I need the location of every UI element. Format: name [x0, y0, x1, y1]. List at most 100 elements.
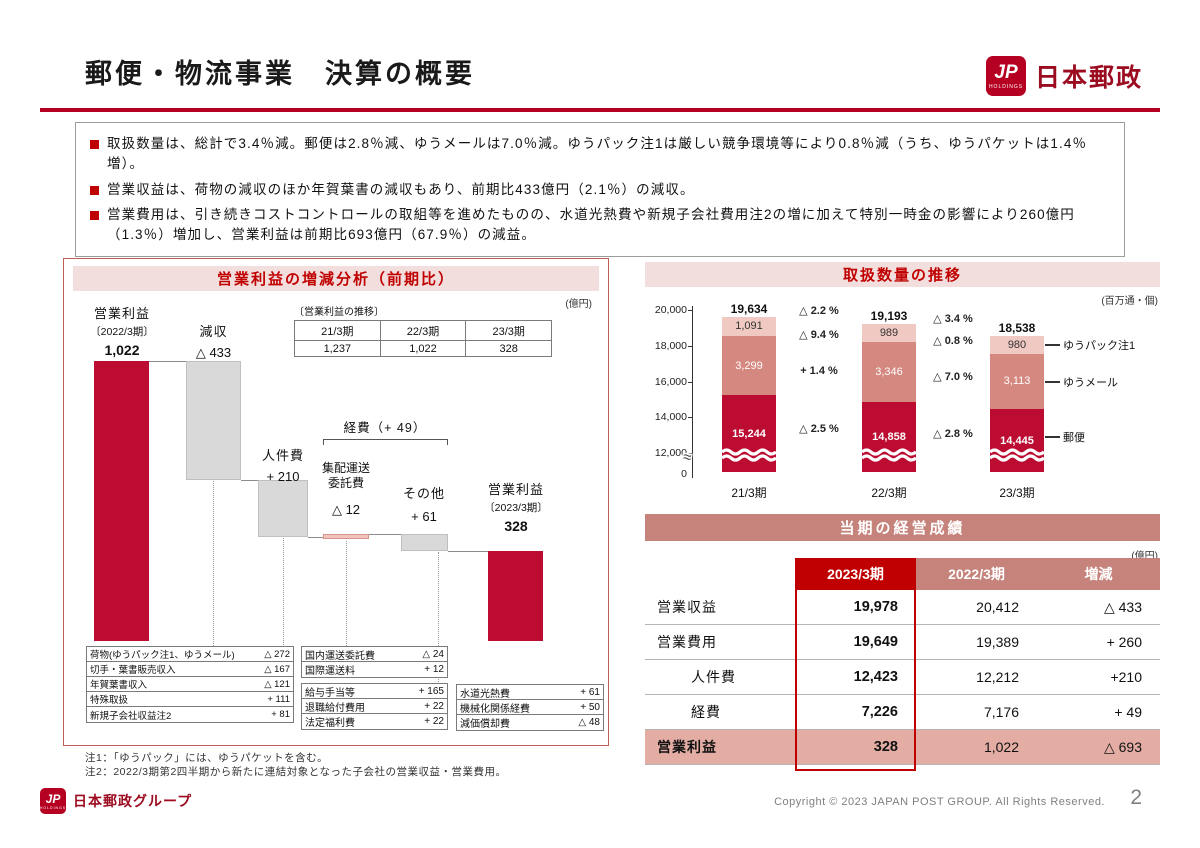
results-unit: (億円): [1131, 551, 1158, 562]
breakdown-item-label: 新規子会社収益注2: [90, 710, 172, 722]
axis-break-icon: ≈: [681, 448, 693, 467]
waterfall-bar-3: [258, 479, 308, 538]
waterfall-connector: [448, 550, 488, 552]
bar-sublabel: 〔2022/3期〕: [90, 326, 154, 338]
breakdown-item-value: + 165: [418, 685, 444, 697]
breakdown-item-value: △ 272: [264, 648, 290, 660]
axis-break-wave: [988, 448, 1046, 462]
legend-yumail: ゆうメール: [1063, 377, 1118, 389]
operating-profit-analysis-panel: 営業利益の増減分析（前期比） (億円) 〔営業利益の推移〕 21/3期 22/3…: [63, 258, 609, 746]
jp-logo-jp-text: JP: [45, 791, 61, 806]
profit-trend-grid: 21/3期 22/3期 23/3期 1,237 1,022 328: [294, 320, 552, 357]
bar-sublabel: 〔2023/3期〕: [484, 502, 548, 514]
breakdown-item-value: + 81: [271, 709, 290, 720]
bar-value: + 210: [266, 469, 300, 484]
waterfall-unit: (億円): [565, 299, 592, 310]
jp-logo-holdings-text: HOLDINGS: [988, 83, 1024, 90]
breakdown-item-value: △ 167: [264, 663, 290, 675]
breakdown-row: 水道光熱費 + 61: [457, 685, 603, 700]
breakdown-item-value: △ 24: [422, 648, 444, 660]
results-header-2023: 2023/3期: [795, 558, 916, 590]
summary-bullet: 取扱数量は、総計で3.4％減。郵便は2.8％減、ゆうメールは7.0％減。ゆうパッ…: [90, 134, 1110, 175]
row-label: 営業費用: [657, 634, 717, 650]
value-2022: 1,022: [983, 739, 1019, 755]
row-label: 人件費: [691, 669, 736, 685]
bar-label: その他: [402, 486, 445, 501]
jp-logo-holdings-text: HOLDINGS: [39, 805, 67, 810]
value-2023: 19,649: [853, 634, 898, 650]
waterfall-label-group: 集配運送委託費 △ 12: [318, 461, 374, 518]
breakdown-item-label: 退職給付費用: [305, 702, 365, 714]
yoy-total-change: △ 2.2 %: [799, 305, 839, 317]
x-axis-label: 23/3期: [999, 486, 1035, 500]
profit-trend-caption: 〔営業利益の推移〕: [294, 307, 384, 318]
breakdown-item-value: △ 48: [578, 717, 600, 728]
axis-break-wave: [720, 448, 778, 462]
bar-label: 減収: [199, 324, 228, 339]
value-change: △ 693: [1103, 738, 1142, 755]
volume-panel-title: 取扱数量の推移: [645, 262, 1160, 287]
waterfall-panel-title: 営業利益の増減分析（前期比）: [73, 266, 599, 291]
value-2023: 328: [873, 739, 898, 755]
other-expense-breakdown-table: 水道光熱費 + 61 機械化関係経費 + 50 減価償却費 △ 48: [456, 684, 604, 731]
breakdown-row: 給与手当等 + 165: [302, 684, 447, 699]
y-tick-label: 20,000: [654, 304, 687, 316]
dotted-connector: [438, 552, 439, 684]
yoy-mail-change: △ 2.5 %: [799, 423, 839, 435]
results-header-2022: 2022/3期: [916, 558, 1037, 590]
breakdown-item-label: 荷物(ゆうパック注1、ゆうメール): [90, 650, 235, 661]
waterfall-bar-5: [401, 533, 448, 551]
segment-value-label: 3,346: [875, 365, 903, 378]
volume-panel: 取扱数量の推移 (百万通・個) 20,000 18,000 16,000 14,000…: [645, 262, 1160, 507]
value-change: △ 433: [1103, 598, 1142, 615]
results-panel: 当期の経営成績 (億円) 2023/3期 2022/3期 増減 営業収益 19,9…: [645, 514, 1160, 784]
value-2022: 20,412: [976, 599, 1019, 615]
y-axis-line: [692, 306, 693, 478]
page-number: 2: [1130, 786, 1142, 809]
row-label: 営業利益: [657, 739, 717, 755]
yoy-yumail-change: + 1.4 %: [800, 365, 838, 377]
summary-bullet-text: 取扱数量は、総計で3.4％減。郵便は2.8％減、ゆうメールは7.0％減。ゆうパッ…: [107, 136, 1088, 172]
breakdown-row: 切手・葉書販売収入 △ 167: [87, 662, 293, 677]
segment-value-label: 1,091: [735, 320, 763, 333]
footer-company-name: 日本郵政グループ: [73, 793, 193, 809]
bullet-square-icon: [90, 185, 99, 195]
expense-bracket-line: [323, 439, 448, 445]
results-header-blank: [645, 558, 795, 590]
yoy-mail-change: △ 2.8 %: [933, 428, 973, 440]
header-rule: [40, 108, 1160, 112]
breakdown-item-value: + 22: [424, 716, 444, 727]
results-row: 営業費用 19,649 19,389 + 260: [645, 625, 1160, 660]
waterfall-bar-2: [186, 361, 241, 480]
bar-label: 営業利益: [487, 482, 544, 497]
x-axis-label: 21/3期: [731, 486, 767, 500]
value-2023: 7,226: [861, 704, 898, 720]
trend-header: 23/3期: [492, 325, 525, 338]
logo-company-name: 日本郵政: [1035, 64, 1144, 92]
page-title: 郵便・物流事業 決算の概要: [85, 52, 475, 91]
personnel-breakdown-table: 給与手当等 + 165 退職給付費用 + 22 法定福利費 + 22: [301, 683, 448, 730]
bar-label: 集配運送委託費: [321, 461, 370, 490]
trend-value: 1,237: [295, 341, 381, 356]
summary-bullet-text: 営業費用は、引き続きコストコントロールの取組等を進めたものの、水道光熱費や新規子…: [107, 206, 1075, 242]
bracket-text: 経費（+ 49）: [343, 421, 427, 435]
breakdown-item-label: 国内運送委託費: [305, 650, 375, 662]
dotted-connector: [283, 538, 284, 683]
segment-value-label: 3,113: [1003, 375, 1031, 388]
yoy-total-change: △ 3.4 %: [933, 313, 973, 325]
results-table: 2023/3期 2022/3期 増減 営業収益 19,978 20,412 △ 433…: [645, 558, 1160, 771]
row-label: 営業収益: [657, 599, 717, 615]
volume-segment-郵便: 14,445: [990, 409, 1044, 472]
volume-unit: (百万通・個): [1101, 296, 1158, 307]
y-tick-mark: [688, 417, 692, 419]
summary-bullet-text: 営業収益は、荷物の減収のほか年賀葉書の減収もあり、前期比433億円（2.1％）の…: [107, 181, 695, 197]
results-row: 営業利益 328 1,022 △ 693: [645, 730, 1160, 765]
volume-segment-ゆうパック: 989: [862, 324, 916, 343]
yoy-yumail-change: △ 7.0 %: [933, 371, 973, 383]
y-tick-label: 16,000: [654, 375, 687, 388]
y-tick-mark: [688, 381, 692, 383]
revenue-breakdown-table: 荷物(ゆうパック注1、ゆうメール) △ 272 切手・葉書販売収入 △ 167 年賀葉書…: [86, 646, 294, 723]
breakdown-item-label: 給与手当等: [305, 687, 355, 699]
volume-chart: 20,000 18,000 16,000 14,000 12,000 0 ≈1,091 3,2…: [645, 262, 1160, 507]
profit-trend-header-row: 21/3期 22/3期 23/3期: [295, 321, 551, 340]
